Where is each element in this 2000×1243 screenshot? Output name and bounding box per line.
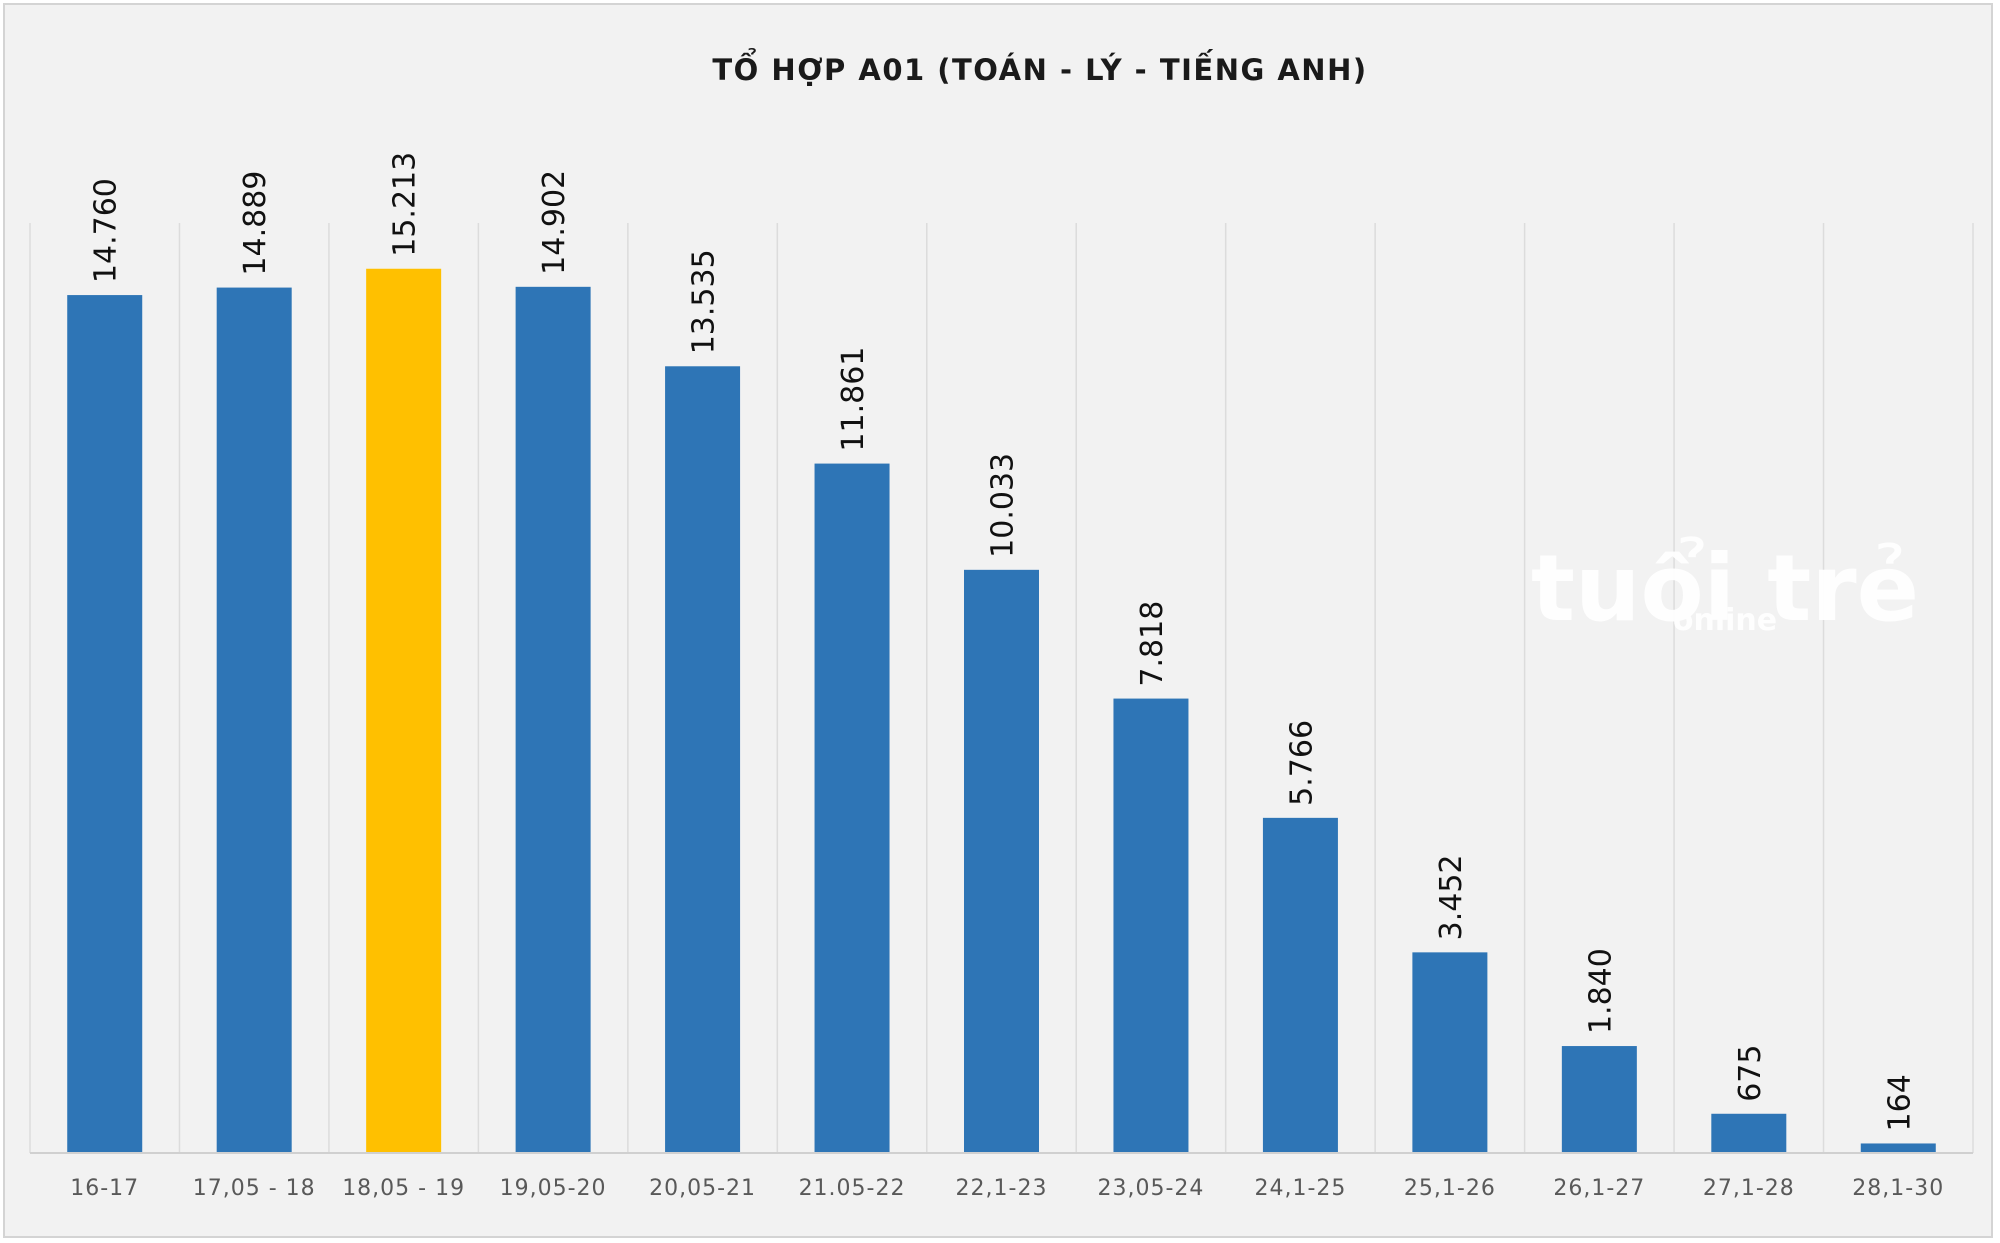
bar-12 <box>1711 1113 1787 1153</box>
bar-10 <box>1412 952 1488 1153</box>
bar-4 <box>515 286 591 1153</box>
bar-chart: TỔ HỢP A01 (TOÁN - LÝ - TIẾNG ANH) 14.76… <box>29 47 1974 1201</box>
value-label-3: 15.213 <box>388 152 423 257</box>
value-label-8: 7.818 <box>1135 601 1170 687</box>
chart-frame: TỔ HỢP A01 (TOÁN - LÝ - TIẾNG ANH) 14.76… <box>3 3 1993 1238</box>
x-tick-label-2: 17,05 - 18 <box>193 1176 316 1201</box>
bar-1 <box>67 295 143 1153</box>
bar-2 <box>216 287 292 1153</box>
bar-6 <box>814 463 890 1154</box>
x-tick-label-13: 28,1-30 <box>1852 1176 1944 1201</box>
grid-layer <box>29 223 1974 1153</box>
bar-9 <box>1262 817 1338 1153</box>
x-tick-label-1: 16-17 <box>70 1176 139 1201</box>
value-label-10: 3.452 <box>1434 854 1469 940</box>
bar-3 <box>366 268 442 1153</box>
value-label-2: 14.889 <box>238 171 273 276</box>
x-tick-label-3: 18,05 - 19 <box>342 1176 465 1201</box>
value-label-layer: 14.760 14.889 15.213 14.902 13.535 11.861 10.0… <box>89 152 1918 1132</box>
bar-11 <box>1561 1046 1637 1153</box>
chart-title: TỔ HỢP A01 (TOÁN - LÝ - TIẾNG ANH) <box>712 47 1367 87</box>
value-label-6: 11.861 <box>836 347 871 452</box>
bar-7 <box>964 569 1039 1153</box>
bar-layer <box>67 268 1936 1154</box>
bar-13 <box>1860 1143 1936 1153</box>
value-label-13: 164 <box>1882 1074 1917 1131</box>
value-label-7: 10.033 <box>986 453 1021 558</box>
value-label-11: 1.840 <box>1583 948 1618 1034</box>
x-tick-label-8: 23,05-24 <box>1098 1176 1205 1201</box>
x-tick-label-6: 21.05-22 <box>799 1176 906 1201</box>
x-tick-label-12: 27,1-28 <box>1703 1176 1795 1201</box>
bar-5 <box>665 366 741 1153</box>
value-label-9: 5.766 <box>1284 720 1319 806</box>
x-tick-label-10: 25,1-26 <box>1404 1176 1496 1201</box>
x-tick-label-11: 26,1-27 <box>1553 1176 1645 1201</box>
value-label-1: 14.760 <box>89 178 124 283</box>
watermark-logo: tuổi trẻ online <box>1531 535 1919 642</box>
x-tick-label-4: 19,05-20 <box>500 1176 607 1201</box>
watermark-sub: online <box>1673 603 1777 638</box>
bar-8 <box>1113 698 1189 1153</box>
x-axis-ticks: 16-17 17,05 - 18 18,05 - 19 19,05-20 20,05-2… <box>70 1176 1944 1201</box>
value-label-5: 13.535 <box>687 249 722 354</box>
value-label-4: 14.902 <box>537 170 572 275</box>
x-tick-label-5: 20,05-21 <box>649 1176 756 1201</box>
value-label-12: 675 <box>1733 1045 1768 1102</box>
x-tick-label-9: 24,1-25 <box>1254 1176 1346 1201</box>
x-tick-label-7: 22,1-23 <box>956 1176 1048 1201</box>
watermark-main: tuổi trẻ <box>1531 535 1919 642</box>
